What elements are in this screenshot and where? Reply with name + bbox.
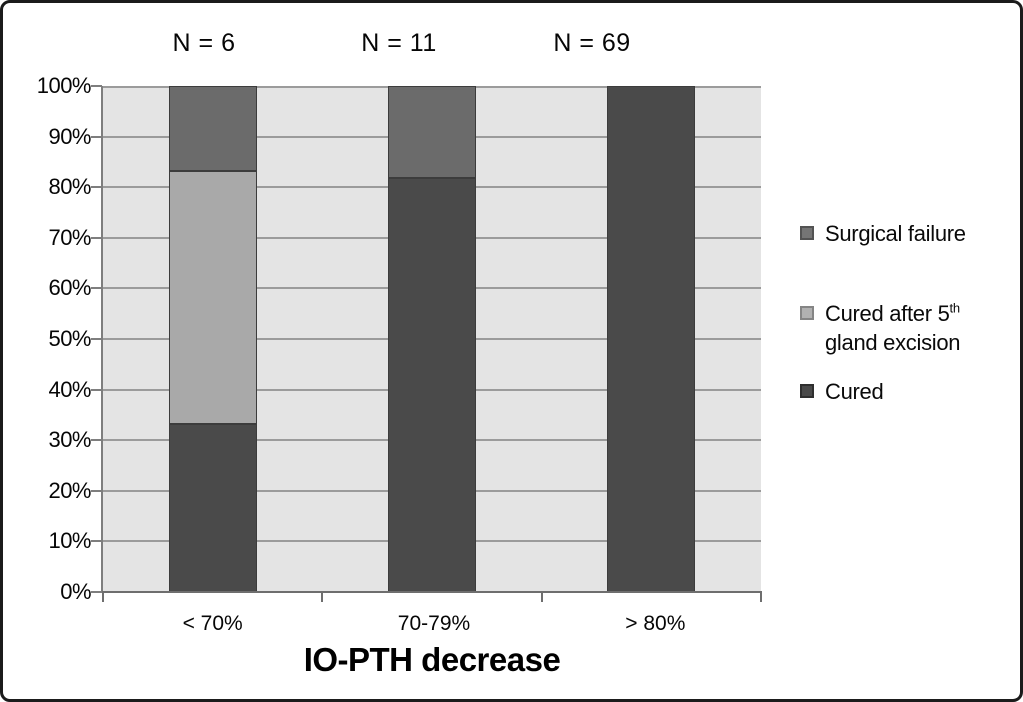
x-axis-title: IO-PTH decrease — [303, 641, 561, 678]
group-count-label: N = 69 — [553, 29, 631, 57]
stacked-bar — [388, 86, 476, 592]
bar-segment-cured — [388, 178, 476, 592]
stacked-bar — [607, 86, 696, 592]
y-axis-tick — [91, 388, 102, 391]
bar-segment-cured — [607, 86, 696, 592]
y-axis-tick-label-text: 0% — [60, 579, 91, 604]
x-axis-category-label: 70-79% — [397, 612, 471, 635]
bar-segment-cured — [168, 423, 257, 592]
surgical-failure-swatch-icon — [800, 226, 814, 240]
y-axis-tick-label-text: 20% — [48, 477, 91, 503]
bar-segment-surgical-failure — [388, 86, 476, 179]
x-axis-tick — [102, 593, 104, 602]
y-axis-tick — [91, 135, 102, 138]
y-axis-tick-label-text: 60% — [48, 275, 91, 301]
legend-item-cured: Cured — [800, 377, 884, 406]
y-axis-tick-label-text: 10% — [48, 528, 91, 554]
legend-item-surgical-failure: Surgical failure — [800, 219, 966, 248]
legend-label: Cured — [825, 379, 884, 404]
y-axis-tick-label-text: 50% — [48, 326, 91, 351]
y-axis-tick — [91, 287, 102, 290]
legend-item-cured-after-5th: Cured after 5th gland excision — [800, 299, 961, 357]
x-axis-category-label: > 80% — [625, 612, 686, 635]
cured-swatch-icon — [800, 384, 814, 398]
y-axis-tick — [91, 236, 102, 239]
y-axis-tick — [91, 338, 102, 340]
legend-label: Surgical failure — [825, 221, 966, 246]
group-count-label: N = 11 — [361, 29, 437, 57]
x-axis-tick — [760, 593, 762, 602]
y-axis-tick — [91, 186, 102, 189]
y-axis-line — [101, 86, 103, 593]
y-axis-tick-label-text: 80% — [48, 174, 91, 200]
x-axis-tick — [540, 593, 543, 602]
y-axis-tick — [91, 540, 102, 543]
plot-area — [103, 86, 761, 593]
y-axis-tick-label-text: 30% — [48, 427, 91, 453]
y-axis-tick-label-text: 100% — [36, 73, 92, 98]
group-count-label: N = 6 — [172, 29, 236, 57]
x-axis-line — [101, 591, 762, 593]
y-axis-tick — [91, 591, 102, 593]
y-axis-tick-label-text: 90% — [48, 123, 91, 149]
x-axis-category-label: < 70% — [182, 612, 243, 635]
y-axis-tick — [91, 439, 102, 442]
y-axis-tick-label-text: 70% — [48, 224, 91, 250]
y-axis-tick — [91, 85, 102, 87]
y-axis-tick — [91, 489, 102, 492]
legend-label: Cured after 5th gland excision — [825, 300, 961, 355]
bar-segment-cured-after-5th-gland-excision — [168, 170, 257, 424]
bar-segment-surgical-failure — [168, 86, 257, 171]
y-axis-tick-label-text: 40% — [48, 376, 91, 402]
x-axis-tick — [321, 593, 324, 602]
cured-after-5th-swatch-icon — [800, 306, 814, 320]
stacked-bar — [168, 86, 257, 592]
